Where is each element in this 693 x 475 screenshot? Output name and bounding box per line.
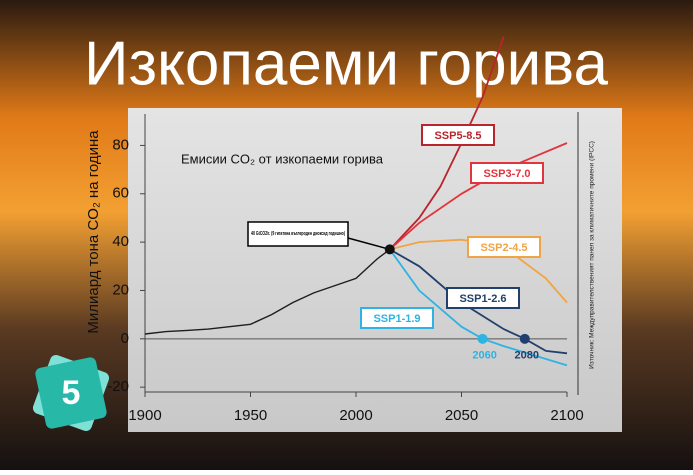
legend-label: SSP3-7.0 <box>483 168 530 180</box>
badge: 5 <box>32 354 110 432</box>
series-line <box>389 248 568 355</box>
y-tick-label: 20 <box>112 281 129 298</box>
callout-text: 40 GtCO2/г. (9 гигатона въглероден диокс… <box>251 231 345 237</box>
legend-label: SSP5-8.5 <box>434 130 481 142</box>
y-tick-label: 60 <box>112 185 129 202</box>
marker <box>384 244 395 255</box>
legend-label: SSP1-2.6 <box>459 293 506 305</box>
x-tick-label: 2000 <box>339 407 372 424</box>
y-tick-label: 40 <box>112 233 129 250</box>
legend-box <box>467 236 541 258</box>
series-line <box>389 248 568 367</box>
legend-box <box>360 307 434 329</box>
callout-text: 40 GtCO2/г. (9 гигатона въглероден диокс… <box>251 231 345 237</box>
source: Източник: Междуправителственият панел за… <box>589 141 596 369</box>
legend-box <box>470 162 544 184</box>
legend-box <box>421 124 495 146</box>
marker <box>477 333 488 344</box>
annotation: 2060 <box>472 350 496 362</box>
x-tick-label: 1950 <box>234 407 267 424</box>
y-tick-label: 0 <box>121 330 129 347</box>
series-line <box>389 142 568 251</box>
callout-line <box>347 237 390 251</box>
series-line <box>144 248 391 335</box>
y-tick-label: 80 <box>112 136 129 153</box>
badge-front <box>35 357 107 429</box>
legend-label: SSP2-4.5 <box>480 242 527 254</box>
badge-number: 5 <box>62 374 81 412</box>
annotation: 2080 <box>515 350 539 362</box>
y-axis-label: Милиард тона CO₂ на година <box>85 130 102 334</box>
slide-title: Изкопаеми горива <box>84 29 608 98</box>
legend-box <box>446 287 520 309</box>
x-tick-label: 2050 <box>445 407 478 424</box>
x-tick-label: 2100 <box>550 407 583 424</box>
y-tick-label: -20 <box>107 378 129 395</box>
legend-label: SSP1-1.9 <box>373 313 420 325</box>
x-tick-label: 1900 <box>128 407 161 424</box>
chart-title: Емисии CO₂ от изкопаеми горива <box>181 151 384 166</box>
marker <box>519 333 530 344</box>
callout-box <box>247 221 349 247</box>
series-line <box>389 36 505 251</box>
